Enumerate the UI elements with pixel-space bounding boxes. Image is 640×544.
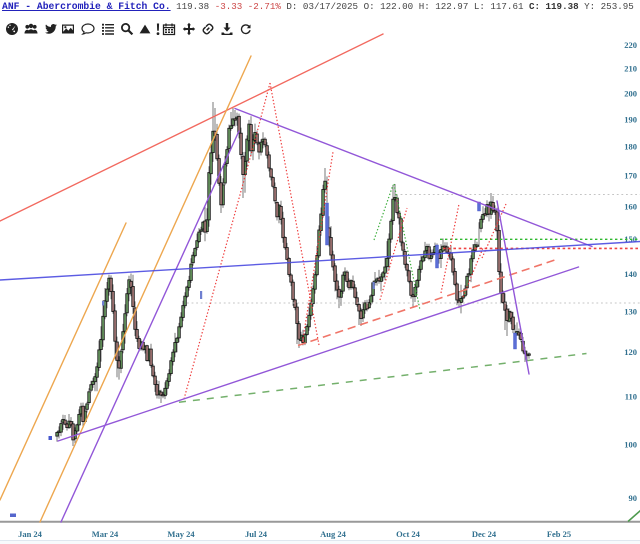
- svg-text:May 24: May 24: [167, 529, 195, 539]
- svg-text:180: 180: [624, 142, 637, 152]
- svg-text:110: 110: [625, 391, 637, 401]
- svg-text:160: 160: [624, 201, 637, 211]
- svg-text:Oct 24: Oct 24: [396, 529, 421, 539]
- svg-text:200: 200: [624, 88, 637, 98]
- svg-text:90: 90: [629, 493, 638, 503]
- svg-text:Aug 24: Aug 24: [320, 529, 346, 539]
- svg-text:220: 220: [624, 40, 637, 50]
- svg-text:Dec 24: Dec 24: [472, 529, 497, 539]
- svg-text:210: 210: [624, 64, 637, 74]
- svg-text:Jul 24: Jul 24: [245, 529, 268, 539]
- svg-text:190: 190: [624, 114, 637, 124]
- svg-text:170: 170: [624, 171, 637, 181]
- svg-text:Mar 24: Mar 24: [92, 529, 119, 539]
- svg-text:100: 100: [624, 440, 637, 450]
- svg-text:Jan 24: Jan 24: [18, 529, 43, 539]
- svg-text:130: 130: [624, 307, 637, 317]
- svg-text:140: 140: [624, 269, 637, 279]
- svg-text:120: 120: [624, 347, 637, 357]
- svg-text:Feb 25: Feb 25: [547, 529, 571, 539]
